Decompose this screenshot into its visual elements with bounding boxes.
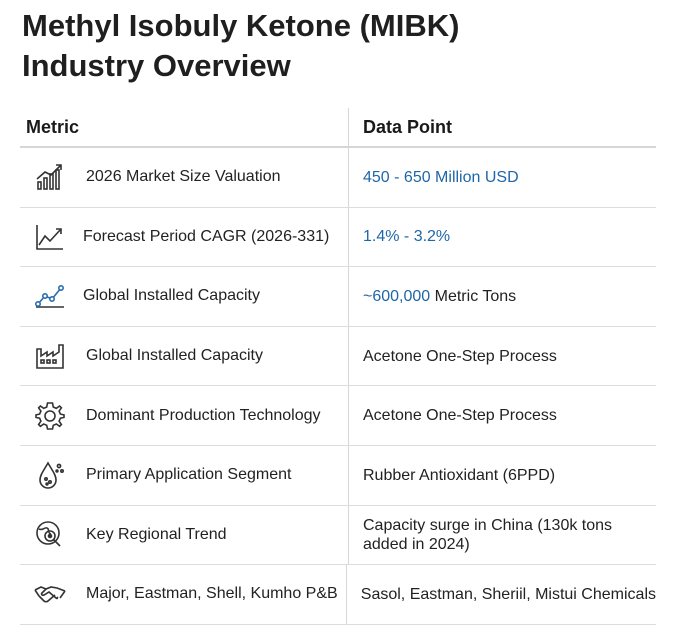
table-row: Global Installed Capacity Acetone One-St… (20, 326, 656, 387)
data-value: Acetone One-Step Process (363, 347, 557, 365)
data-value-unit: Metric Tons (430, 287, 517, 305)
data-value-highlight: ~600,000 (363, 287, 431, 305)
table-row: Primary Application Segment Rubber Antio… (20, 445, 656, 506)
metric-label: Global Installed Capacity (86, 347, 263, 365)
metric-label: Forecast Period CAGR (2026-331) (83, 227, 330, 245)
metric-label: Global Installed Capacity (83, 287, 260, 305)
table-row: Global Installed Capacity ~600,000 Metri… (20, 267, 656, 327)
table-header: Metric Data Point (20, 108, 656, 148)
data-value: Rubber Antioxidant (6PPD) (363, 466, 556, 484)
data-value: Capacity surge in China (130k tons added… (363, 516, 613, 553)
table-row: Major, Eastman, Shell, Kumho P&B Sasol, … (20, 565, 656, 625)
header-data-point: Data Point (348, 108, 656, 146)
scatter-trend-icon (20, 278, 80, 314)
table-row: Dominant Production Technology Acetone O… (20, 386, 656, 446)
factory-icon (20, 338, 80, 374)
data-value: Sasol, Eastman, Sheriil, Mistui Chemical… (360, 585, 656, 603)
trend-line-icon (20, 219, 80, 255)
globe-magnifier-icon (20, 517, 80, 553)
title-line-2: Industry Overview (22, 48, 291, 83)
droplet-icon (20, 457, 80, 493)
metric-label: Key Regional Trend (86, 525, 227, 543)
metric-label: Major, Eastman, Shell, Kumho P&B (86, 585, 338, 603)
metric-label: 2026 Market Size Valuation (86, 168, 281, 186)
title-line-1: Methyl Isobuly Ketone (MIBK) (22, 8, 460, 43)
handshake-icon (20, 576, 80, 612)
table-row: Key Regional Trend Capacity surge in Chi… (20, 505, 656, 566)
overview-table: Metric Data Point 2026 Market Size Valua… (20, 108, 656, 625)
table-row: Forecast Period CAGR (2026-331) 1.4% - 3… (20, 207, 656, 268)
metric-label: Primary Application Segment (86, 466, 292, 484)
table-row: 2026 Market Size Valuation 450 - 650 Mil… (20, 148, 656, 208)
metric-label: Dominant Production Technology (86, 406, 321, 424)
header-metric: Metric (26, 117, 80, 137)
data-value: Acetone One-Step Process (363, 407, 557, 425)
bar-chart-growth-icon (20, 159, 80, 195)
data-value: 1.4% - 3.2% (363, 228, 451, 246)
gear-icon (20, 398, 80, 434)
page-title: Methyl Isobuly Ketone (MIBK) Industry Ov… (22, 6, 662, 86)
data-value: 450 - 650 Million USD (363, 168, 519, 186)
